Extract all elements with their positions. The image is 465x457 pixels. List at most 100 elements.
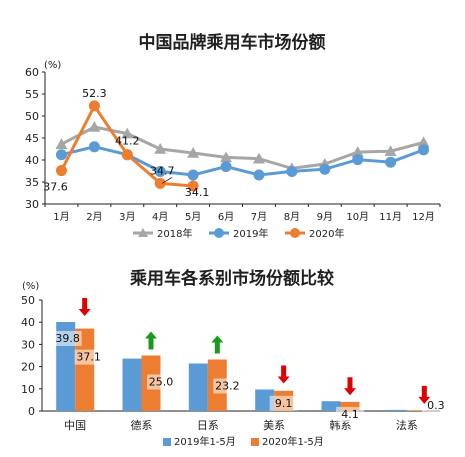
line-point-0 bbox=[384, 145, 397, 156]
bar-0 bbox=[387, 409, 407, 411]
bar-x-tick-label: 中国 bbox=[64, 419, 86, 432]
bar-1 bbox=[406, 410, 426, 411]
bar-data-label-bg bbox=[269, 395, 298, 411]
bar-y-tick-label: 30 bbox=[21, 338, 35, 351]
line-point-2 bbox=[154, 177, 166, 189]
line-y-tick-label: 45 bbox=[25, 132, 39, 145]
trend-arrow-up-icon bbox=[145, 331, 157, 350]
line-data-label: 34.7 bbox=[150, 164, 175, 177]
line-point-0 bbox=[187, 146, 200, 158]
bar-data-label: 9.1 bbox=[275, 397, 293, 410]
line-point-1 bbox=[220, 161, 232, 173]
bar-y-tick-label: 0 bbox=[28, 405, 35, 418]
line-point-0 bbox=[154, 143, 167, 154]
bar-x-tick-label: 法系 bbox=[396, 418, 418, 432]
bar-legend-label: 2020年1-5月 bbox=[262, 435, 324, 448]
line-data-label: 52.3 bbox=[82, 87, 107, 100]
line-x-tick-label: 8月 bbox=[284, 211, 300, 223]
line-point-2 bbox=[187, 180, 199, 192]
line-data-label: 34.1 bbox=[185, 186, 210, 199]
line-point-0 bbox=[417, 136, 430, 148]
line-x-tick-label: 4月 bbox=[152, 211, 168, 223]
line-data-label: 41.2 bbox=[115, 135, 140, 148]
line-x-tick-label: 2月 bbox=[86, 211, 102, 223]
line-point-0 bbox=[220, 151, 233, 163]
line-point-1 bbox=[418, 144, 430, 156]
trend-arrow-down-icon bbox=[277, 365, 290, 384]
bar-y-tick-label: 20 bbox=[21, 361, 35, 374]
trend-arrow-down-icon bbox=[418, 385, 431, 404]
bar-data-label: 0.3 bbox=[427, 399, 445, 412]
line-x-tick-label: 3月 bbox=[119, 211, 135, 223]
bar-0 bbox=[122, 358, 142, 411]
line-y-tick-label: 40 bbox=[25, 154, 39, 167]
bar-data-label-bg bbox=[213, 378, 242, 394]
bar-chart-title: 乘用车各系别市场份额比较 bbox=[129, 268, 334, 289]
trend-arrow-down-icon bbox=[344, 377, 356, 396]
bar-x-tick-label: 德系 bbox=[131, 418, 153, 432]
line-point-1 bbox=[88, 141, 100, 153]
bar-y-tick-label: 10 bbox=[21, 383, 35, 396]
line-point-0 bbox=[351, 146, 364, 157]
line-point-0 bbox=[252, 152, 265, 164]
line-point-2 bbox=[88, 100, 100, 112]
line-point-1 bbox=[385, 156, 397, 168]
line-series-0 bbox=[60, 125, 424, 170]
trend-arrow-down-icon bbox=[78, 297, 91, 316]
line-point-0 bbox=[121, 127, 134, 139]
line-chart-title: 中国品牌乘用车市场份额 bbox=[139, 32, 326, 53]
line-leader-line bbox=[162, 176, 173, 184]
bar-legend-label: 2019年1-5月 bbox=[174, 435, 236, 448]
line-x-tick-label: 9月 bbox=[317, 211, 333, 223]
line-y-tick-label: 30 bbox=[25, 198, 39, 211]
bar-data-label: 37.1 bbox=[76, 351, 101, 364]
bar-legend-swatch bbox=[251, 438, 259, 446]
line-x-tick-label: 5月 bbox=[185, 211, 201, 223]
line-x-tick-label: 10月 bbox=[346, 211, 369, 223]
bar-data-label-bg bbox=[421, 398, 450, 413]
bar-data-label-bg bbox=[147, 374, 175, 390]
line-y-tick-label: 55 bbox=[25, 88, 39, 101]
bar-data-label: 23.2 bbox=[215, 379, 240, 392]
bar-y-tick-label: 50 bbox=[21, 294, 35, 307]
line-point-1 bbox=[154, 165, 166, 177]
bar-data-label: 25.0 bbox=[149, 376, 174, 389]
line-point-0 bbox=[55, 138, 68, 149]
line-y-tick-label: 50 bbox=[25, 110, 39, 123]
line-point-1 bbox=[286, 165, 298, 177]
line-legend-marker bbox=[290, 228, 300, 238]
bar-data-label: 4.1 bbox=[341, 408, 359, 421]
line-legend-label: 2020年 bbox=[309, 227, 344, 240]
bar-data-label-bg bbox=[336, 406, 364, 422]
line-point-1 bbox=[319, 163, 331, 175]
line-y-tick-label: 35 bbox=[25, 176, 39, 189]
bar-0 bbox=[321, 401, 341, 411]
bar-0 bbox=[255, 389, 275, 411]
bar-0 bbox=[188, 363, 208, 411]
bar-data-label-bg bbox=[74, 349, 103, 365]
bar-legend-swatch bbox=[163, 438, 171, 446]
line-legend-marker bbox=[214, 228, 224, 238]
trend-arrow-up-icon bbox=[211, 335, 224, 354]
line-point-1 bbox=[55, 149, 67, 161]
line-data-label: 37.6 bbox=[43, 181, 68, 194]
line-legend-marker bbox=[138, 228, 148, 237]
line-point-0 bbox=[88, 121, 101, 132]
bar-chart-ylabel: (%) bbox=[22, 281, 39, 292]
line-chart-ylabel: (%) bbox=[44, 60, 61, 71]
line-x-tick-label: 11月 bbox=[379, 211, 402, 223]
line-x-tick-label: 1月 bbox=[53, 211, 69, 223]
line-point-2 bbox=[121, 149, 133, 161]
line-x-tick-label: 12月 bbox=[412, 211, 435, 223]
bar-1 bbox=[340, 401, 360, 411]
line-point-2 bbox=[55, 165, 67, 177]
line-point-1 bbox=[187, 169, 199, 181]
bar-x-tick-label: 美系 bbox=[263, 419, 285, 432]
line-point-1 bbox=[352, 154, 364, 166]
line-legend-label: 2018年 bbox=[157, 227, 192, 240]
line-x-tick-label: 7月 bbox=[251, 211, 267, 223]
bar-data-label: 39.8 bbox=[55, 332, 80, 345]
bar-1 bbox=[75, 328, 95, 411]
